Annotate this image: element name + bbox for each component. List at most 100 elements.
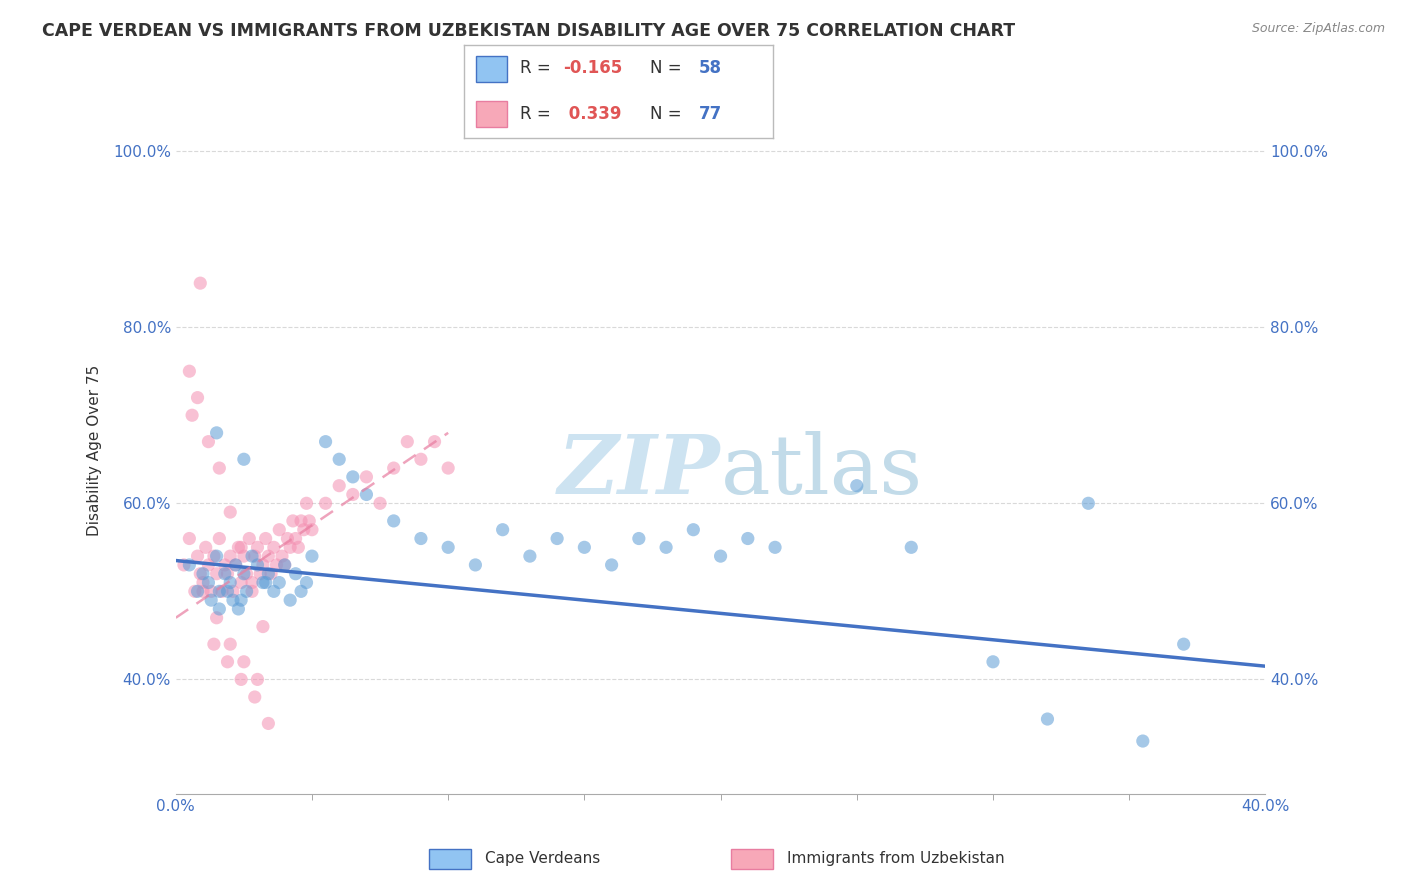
- Point: [1077, 496, 1099, 510]
- Text: R =: R =: [520, 105, 555, 123]
- Point: [298, 514, 321, 528]
- Point: [205, 566, 228, 581]
- Point: [194, 541, 217, 555]
- Bar: [429, 848, 471, 869]
- Point: [1132, 734, 1154, 748]
- Point: [763, 541, 786, 555]
- Point: [217, 566, 239, 581]
- Point: [252, 558, 274, 572]
- Point: [243, 690, 266, 704]
- Text: R =: R =: [520, 60, 555, 78]
- Point: [271, 549, 294, 563]
- Point: [240, 549, 263, 563]
- Point: [342, 487, 364, 501]
- Bar: [731, 848, 773, 869]
- Point: [222, 593, 245, 607]
- Point: [191, 566, 214, 581]
- Point: [186, 391, 209, 405]
- Point: [284, 532, 307, 546]
- Point: [246, 541, 269, 555]
- Point: [205, 549, 228, 563]
- Point: [222, 584, 245, 599]
- Point: [191, 575, 214, 590]
- Point: [519, 549, 541, 563]
- Point: [232, 566, 254, 581]
- Point: [197, 575, 219, 590]
- Point: [186, 584, 209, 599]
- Point: [208, 461, 231, 475]
- Point: [252, 575, 274, 590]
- Point: [464, 558, 486, 572]
- Point: [217, 584, 239, 599]
- Text: Source: ZipAtlas.com: Source: ZipAtlas.com: [1251, 22, 1385, 36]
- Point: [208, 584, 231, 599]
- Point: [263, 584, 285, 599]
- Point: [208, 532, 231, 546]
- Point: [382, 514, 405, 528]
- Point: [627, 532, 650, 546]
- Point: [197, 558, 219, 572]
- Text: N =: N =: [650, 60, 686, 78]
- Point: [263, 541, 285, 555]
- Point: [181, 409, 204, 423]
- Point: [231, 593, 253, 607]
- Point: [396, 434, 419, 449]
- Point: [356, 487, 378, 501]
- Point: [274, 558, 297, 572]
- Text: ZIP: ZIP: [558, 431, 721, 511]
- Point: [278, 593, 301, 607]
- Point: [287, 541, 309, 555]
- Point: [437, 461, 460, 475]
- Point: [197, 434, 219, 449]
- Point: [232, 655, 254, 669]
- Point: [254, 575, 277, 590]
- Point: [240, 584, 263, 599]
- Point: [202, 637, 225, 651]
- Point: [737, 532, 759, 546]
- Point: [252, 619, 274, 633]
- Point: [546, 532, 568, 546]
- Point: [900, 541, 922, 555]
- Point: [205, 425, 228, 440]
- Point: [257, 716, 280, 731]
- Point: [249, 566, 271, 581]
- Point: [276, 532, 298, 546]
- Point: [295, 496, 318, 510]
- Y-axis label: Disability Age Over 75: Disability Age Over 75: [87, 365, 101, 536]
- Point: [228, 541, 250, 555]
- Point: [682, 523, 704, 537]
- Point: [188, 566, 211, 581]
- Point: [266, 558, 288, 572]
- Point: [295, 575, 318, 590]
- Point: [219, 637, 242, 651]
- Point: [243, 549, 266, 563]
- Point: [208, 602, 231, 616]
- Point: [228, 602, 250, 616]
- Point: [356, 470, 378, 484]
- Point: [191, 584, 214, 599]
- Point: [238, 532, 260, 546]
- Point: [328, 478, 350, 492]
- Point: [235, 566, 257, 581]
- Point: [1036, 712, 1059, 726]
- Point: [423, 434, 446, 449]
- Point: [186, 549, 209, 563]
- Point: [231, 575, 253, 590]
- Point: [179, 558, 201, 572]
- Point: [274, 558, 297, 572]
- Point: [981, 655, 1004, 669]
- Bar: [477, 101, 508, 127]
- Point: [290, 584, 312, 599]
- Point: [284, 566, 307, 581]
- Point: [200, 593, 222, 607]
- Point: [235, 584, 257, 599]
- Point: [600, 558, 623, 572]
- Point: [225, 558, 247, 572]
- Point: [232, 452, 254, 467]
- Point: [254, 532, 277, 546]
- Point: [301, 549, 323, 563]
- Point: [260, 566, 283, 581]
- Point: [202, 549, 225, 563]
- Point: [437, 541, 460, 555]
- Point: [205, 611, 228, 625]
